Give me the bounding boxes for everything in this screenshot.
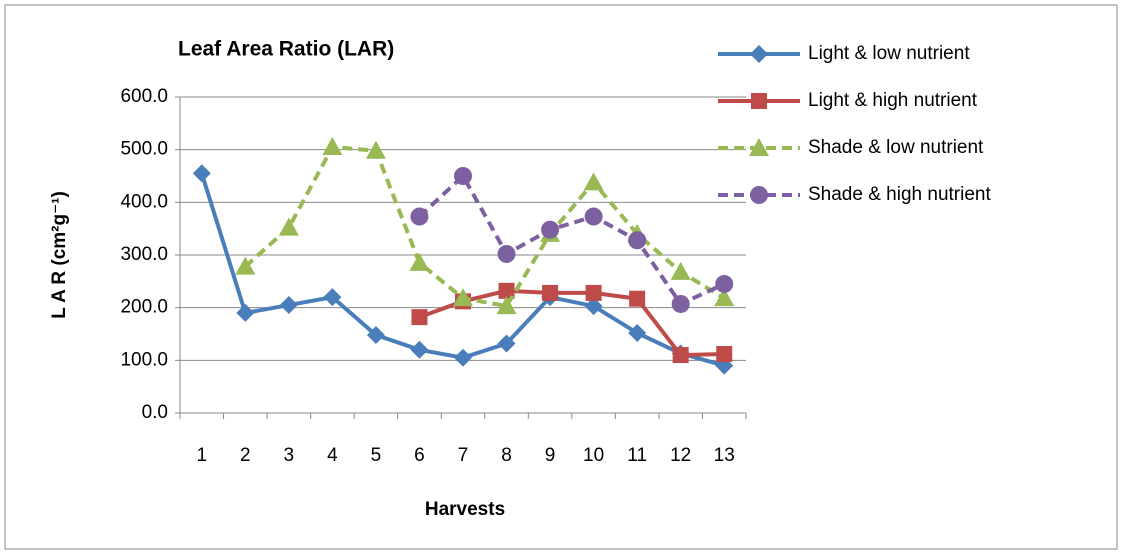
- marker: [496, 296, 517, 315]
- legend-label: Shade & low nutrient: [808, 137, 984, 158]
- marker: [409, 252, 430, 271]
- x-tick-label: 2: [240, 445, 251, 466]
- x-tick-label: 4: [327, 445, 338, 466]
- marker: [584, 297, 603, 316]
- marker: [454, 348, 472, 367]
- x-axis-label: Harvests: [425, 499, 505, 520]
- chart-title: Leaf Area Ratio (LAR): [178, 38, 394, 61]
- x-tick-label: 8: [501, 445, 512, 466]
- marker: [365, 140, 386, 159]
- x-tick-label: 11: [627, 445, 647, 466]
- x-tick-label: 7: [458, 445, 469, 466]
- legend-marker: [750, 45, 768, 63]
- y-tick-label: 200.0: [120, 297, 168, 318]
- marker: [235, 256, 256, 275]
- legend-marker: [749, 138, 769, 156]
- marker: [628, 231, 647, 250]
- legend-label: Light & low nutrient: [808, 43, 970, 64]
- marker: [323, 288, 342, 307]
- legend-label: Shade & high nutrient: [808, 184, 991, 205]
- x-tick-label: 10: [583, 445, 604, 466]
- marker: [670, 261, 691, 280]
- marker: [322, 137, 343, 156]
- marker: [541, 220, 560, 239]
- marker: [366, 326, 385, 345]
- marker: [628, 323, 647, 342]
- legend-marker: [751, 93, 767, 109]
- x-tick-label: 1: [196, 445, 207, 466]
- marker: [410, 207, 429, 226]
- marker: [585, 284, 602, 301]
- marker: [497, 334, 516, 353]
- y-tick-label: 100.0: [120, 349, 168, 370]
- marker: [715, 274, 734, 293]
- marker: [453, 288, 473, 307]
- marker: [497, 244, 516, 263]
- marker: [454, 167, 472, 185]
- marker: [584, 207, 603, 226]
- marker: [629, 290, 646, 307]
- x-tick-label: 12: [670, 445, 691, 466]
- x-tick-label: 9: [545, 445, 556, 466]
- marker: [279, 296, 298, 315]
- x-tick-label: 13: [714, 445, 735, 466]
- y-tick-label: 400.0: [120, 191, 168, 212]
- marker: [583, 172, 604, 191]
- marker: [716, 346, 733, 363]
- marker: [192, 164, 211, 183]
- chart-border: [4, 4, 1118, 550]
- marker: [498, 282, 515, 299]
- y-tick-label: 300.0: [120, 244, 168, 265]
- marker: [542, 284, 559, 301]
- series-line: [418, 172, 726, 307]
- marker: [671, 294, 690, 313]
- marker: [410, 340, 429, 359]
- marker: [714, 288, 735, 307]
- y-axis-label: L A R (cm²g⁻¹): [49, 191, 70, 319]
- marker: [278, 217, 299, 236]
- legend-label: Light & high nutrient: [808, 90, 978, 111]
- marker: [411, 309, 428, 326]
- y-tick-label: 0.0: [142, 402, 168, 423]
- legend-marker: [750, 186, 768, 204]
- y-tick-label: 600.0: [120, 86, 168, 107]
- marker: [236, 303, 255, 322]
- y-tick-label: 500.0: [120, 139, 168, 160]
- x-tick-label: 5: [371, 445, 382, 466]
- marker: [672, 347, 689, 364]
- x-tick-label: 6: [414, 445, 425, 466]
- x-tick-label: 3: [284, 445, 295, 466]
